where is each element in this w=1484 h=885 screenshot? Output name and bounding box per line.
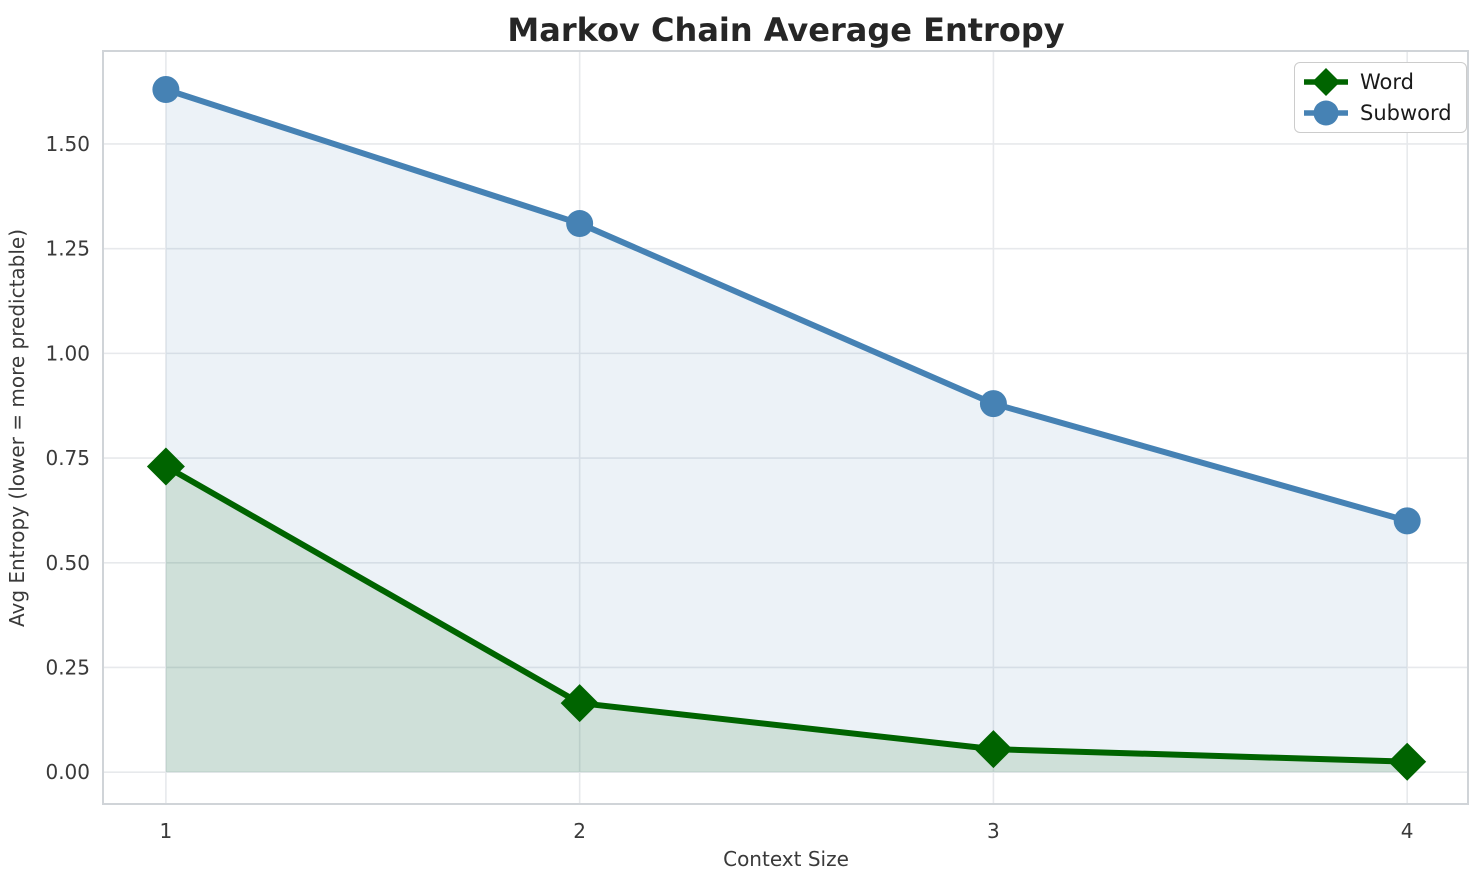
legend-item-word: Word	[1302, 67, 1452, 97]
marker-word-2	[560, 684, 599, 723]
word-diamond-marker-icon	[1304, 68, 1348, 96]
legend-label-subword: Subword	[1360, 101, 1452, 125]
x-tick-3: 3	[987, 819, 1000, 843]
series-line-subword	[164, 86, 1408, 524]
y-tick-1.00: 1.00	[45, 341, 90, 365]
y-tick-1.50: 1.50	[45, 132, 90, 156]
chart-title: Markov Chain Average Entropy	[507, 11, 1064, 49]
marker-word-4	[1388, 742, 1427, 781]
marker-word-1	[146, 447, 185, 486]
area-fill-word	[165, 466, 1408, 773]
marker-subword-1	[152, 76, 180, 104]
legend-label-word: Word	[1360, 70, 1414, 94]
plot-border	[102, 50, 1469, 805]
y-tick-1.25: 1.25	[45, 237, 90, 261]
y-tick-labels: 0.00 0.25 0.50 0.75 1.00 1.25 1.50	[45, 132, 90, 784]
x-tick-labels: 1 2 3 4	[160, 819, 1414, 843]
y-tick-0.25: 0.25	[45, 655, 90, 679]
y-tick-0.50: 0.50	[45, 551, 90, 575]
marker-word-3	[974, 730, 1013, 769]
marker-subword-2	[566, 210, 594, 238]
x-tick-4: 4	[1401, 819, 1414, 843]
y-tick-0.75: 0.75	[45, 446, 90, 470]
y-tick-0.00: 0.00	[45, 760, 90, 784]
x-tick-1: 1	[160, 819, 173, 843]
legend: Word Subword	[1294, 62, 1467, 133]
x-tick-2: 2	[573, 819, 586, 843]
series-lines-and-markers	[146, 76, 1427, 781]
x-axis-label: Context Size	[723, 847, 849, 871]
marker-subword-4	[1393, 507, 1421, 535]
marker-subword-3	[979, 390, 1007, 418]
area-fills	[165, 89, 1408, 773]
legend-item-subword: Subword	[1302, 98, 1452, 128]
subword-circle-marker-icon	[1304, 100, 1348, 126]
y-axis-label: Avg Entropy (lower = more predictable)	[5, 229, 29, 627]
series-line-word	[164, 463, 1408, 765]
area-fill-subword	[165, 89, 1408, 773]
